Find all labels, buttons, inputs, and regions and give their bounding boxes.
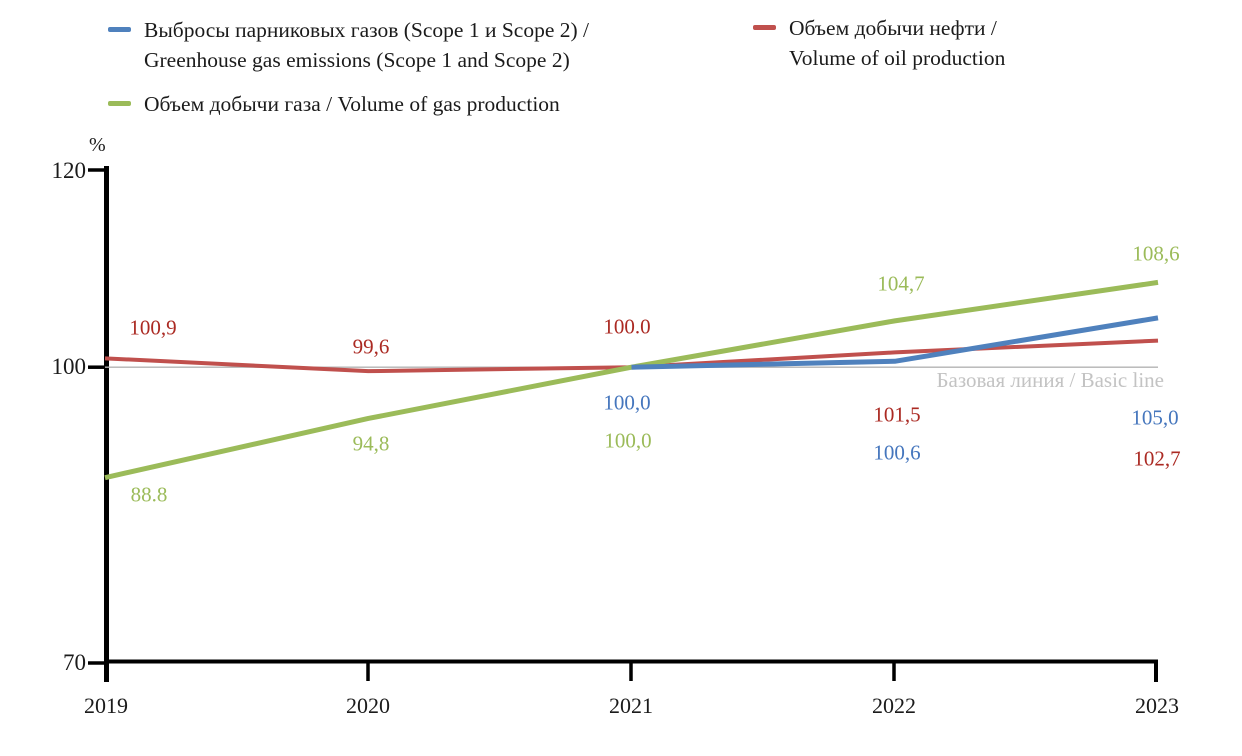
oil-legend-line2: Volume of oil production [789,46,1006,70]
emissions-value-2021: 100,0 [603,390,651,415]
oil-value-2021: 100.0 [603,314,651,339]
emissions-value-2022: 100,6 [873,440,921,465]
emissions-legend-label: Выбросы парниковых газов (Scope 1 и Scop… [144,15,589,75]
series-layer [104,279,1159,481]
x-tick-label-2023: 2023 [1135,693,1179,718]
emissions-value-2023: 105,0 [1131,405,1179,430]
gas-legend-marker-icon [108,101,131,106]
oil-legend-marker-icon [753,25,776,30]
emissions-legend-line2: Greenhouse gas emissions (Scope 1 and Sc… [144,48,570,72]
y-tick-label-70: 70 [63,650,86,675]
gas-legend-label: Объем добычи газа / Volume of gas produc… [144,92,560,116]
gas-value-2020: 94,8 [352,431,390,456]
emissions-legend-marker-icon [108,27,131,32]
oil-legend-label: Объем добычи нефти / Volume of oil produc… [789,13,1005,73]
y-tick-label-100: 100 [51,354,87,379]
gas-value-2023: 108,6 [1132,241,1180,266]
legend-item-oil: Объем добычи нефти / Volume of oil produc… [753,13,1005,73]
gas-value-2019: 88.8 [130,482,168,507]
oil-value-2020: 99,6 [352,334,390,359]
legend-item-emissions: Выбросы парниковых газов (Scope 1 и Scop… [108,15,589,75]
oil-value-2023: 102,7 [1133,446,1181,471]
gas-value-2022: 104,7 [877,271,925,296]
y-tick-label-120: 120 [51,158,87,183]
emissions-series-line [631,315,1159,370]
oil-value-2019: 100,9 [129,315,177,340]
legend-item-gas: Объем добычи газа / Volume of gas produc… [108,89,560,119]
x-tick-label-2019: 2019 [84,693,128,718]
y-axis-unit: % [89,134,106,156]
x-tick-label-2022: 2022 [872,693,916,718]
oil-value-2022: 101,5 [873,402,921,427]
oil-legend-line1: Объем добычи нефти / [789,16,997,40]
x-tick-label-2020: 2020 [346,693,390,718]
x-tick-label-2021: 2021 [609,693,653,718]
baseline-annotation: Базовая линия / Basic line [936,368,1164,392]
emissions-legend-line1: Выбросы парниковых газов (Scope 1 и Scop… [144,18,590,42]
gas-value-2021: 100,0 [604,428,652,453]
